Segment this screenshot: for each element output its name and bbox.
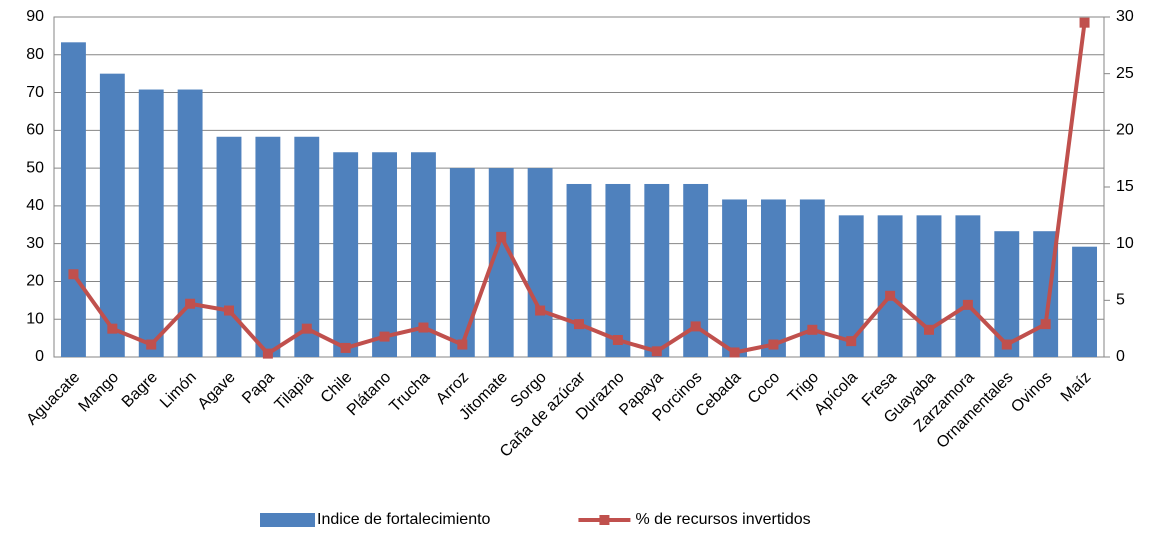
line-marker (496, 231, 507, 242)
line-marker (301, 323, 312, 334)
y2-tick-label: 30 (1116, 8, 1134, 25)
bar (61, 42, 86, 358)
bar (99, 73, 125, 358)
bar (1072, 246, 1097, 357)
legend-swatch (260, 513, 315, 527)
line-marker (846, 336, 857, 347)
line-marker (1040, 319, 1051, 330)
line-marker (768, 339, 779, 350)
bar (838, 215, 864, 357)
line-marker (107, 323, 118, 334)
y-tick-label: 80 (26, 46, 44, 63)
y-tick-label: 20 (26, 273, 44, 290)
y2-tick-label: 10 (1116, 235, 1134, 252)
line-marker (185, 298, 196, 309)
y-tick-label: 90 (26, 8, 44, 25)
y-tick-label: 10 (26, 310, 44, 327)
bar (216, 136, 242, 357)
line-marker (535, 305, 546, 316)
y-tick-label: 70 (26, 84, 44, 101)
bar (722, 199, 747, 357)
line-marker (651, 346, 662, 357)
bar (449, 168, 475, 357)
line-marker (146, 339, 157, 350)
y-tick-label: 40 (26, 197, 44, 214)
bar (761, 199, 786, 357)
line-marker (262, 348, 273, 359)
y2-tick-label: 25 (1116, 65, 1134, 82)
line-marker (962, 299, 973, 310)
line-marker (885, 290, 896, 301)
bar (644, 183, 670, 357)
line-marker (1079, 17, 1090, 28)
line-marker (729, 347, 740, 358)
line-marker (68, 269, 79, 280)
y2-tick-label: 5 (1116, 292, 1125, 309)
line-marker (1001, 339, 1012, 350)
legend-marker (599, 515, 610, 525)
legend-label: Indice de fortalecimiento (317, 511, 491, 528)
line-marker (457, 339, 468, 350)
bar (955, 215, 981, 357)
bar (372, 152, 397, 357)
bar (177, 89, 203, 358)
line-marker (574, 319, 584, 330)
bar (566, 183, 592, 357)
y-tick-label: 30 (26, 235, 44, 252)
bar (294, 136, 320, 357)
line-marker (340, 342, 351, 353)
bar (333, 152, 359, 357)
line-marker (690, 321, 701, 332)
bar (916, 215, 942, 357)
line-marker (924, 324, 934, 335)
y-tick-label: 50 (26, 159, 44, 176)
y2-tick-label: 15 (1116, 178, 1134, 195)
y-tick-label: 60 (26, 122, 44, 139)
line-marker (807, 324, 818, 335)
legend-label: % de recursos invertidos (635, 511, 810, 528)
y2-tick-label: 0 (1116, 348, 1125, 365)
line-marker (224, 305, 234, 316)
y-tick-label: 0 (35, 348, 44, 365)
line-marker (612, 335, 623, 345)
bar (255, 136, 281, 357)
line-marker (379, 331, 390, 342)
y2-tick-label: 20 (1116, 122, 1134, 139)
bar (877, 215, 903, 357)
bar (527, 168, 553, 357)
bar (605, 183, 631, 357)
line-marker (418, 322, 429, 333)
bar (138, 89, 164, 358)
